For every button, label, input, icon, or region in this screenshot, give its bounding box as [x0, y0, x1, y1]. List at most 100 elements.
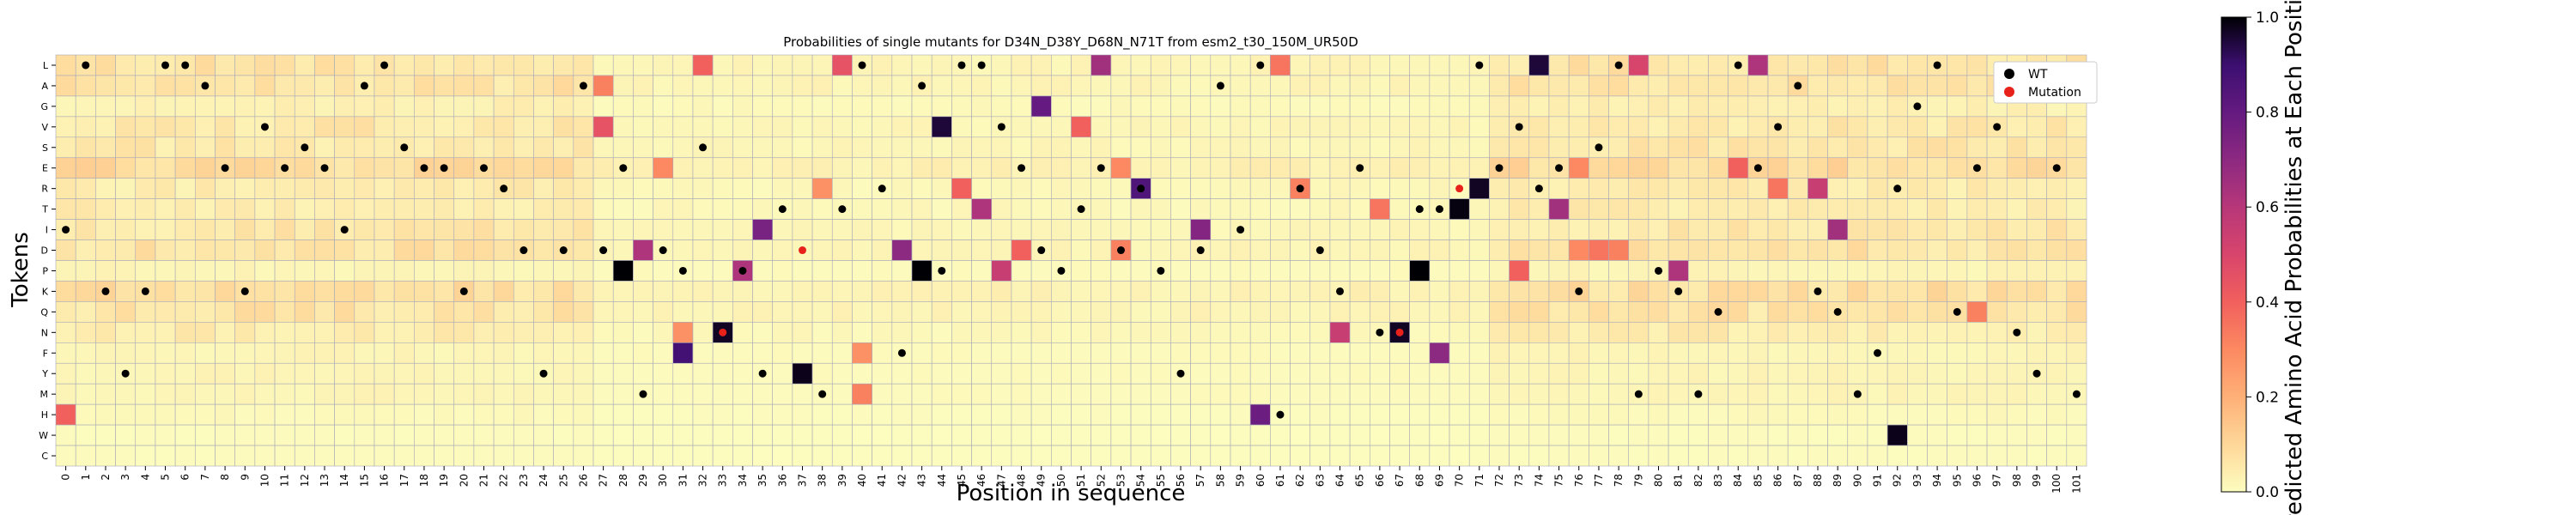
- heatmap-cell: [1747, 362, 1769, 385]
- heatmap-cell: [633, 198, 653, 220]
- heatmap-cell: [493, 281, 514, 302]
- heatmap-cell: [1528, 362, 1550, 385]
- heatmap-cell: [911, 136, 933, 159]
- heatmap-cell: [1827, 198, 1849, 220]
- heatmap-cell: [274, 362, 295, 385]
- heatmap-cell: [1747, 54, 1769, 76]
- heatmap-cell: [334, 342, 355, 364]
- heatmap-cell: [633, 75, 653, 97]
- heatmap-cell: [1966, 445, 1988, 467]
- heatmap-cell: [1548, 219, 1570, 240]
- heatmap-cell: [1886, 362, 1908, 385]
- heatmap-cell: [473, 219, 495, 240]
- heatmap-cell: [1589, 403, 1609, 426]
- heatmap-cell: [553, 342, 574, 364]
- heatmap-cell: [274, 239, 295, 261]
- heatmap-cell: [573, 424, 594, 446]
- heatmap-cell: [1110, 383, 1132, 405]
- heatmap-cell: [1091, 136, 1112, 159]
- heatmap-cell: [1051, 445, 1072, 467]
- heatmap-cell: [1071, 178, 1091, 199]
- heatmap-cell: [1150, 322, 1171, 343]
- heatmap-cell: [1290, 445, 1311, 467]
- heatmap-cell: [891, 322, 913, 343]
- heatmap-cell: [1886, 198, 1908, 220]
- heatmap-cell: [891, 116, 913, 138]
- heatmap-cell: [991, 95, 1012, 118]
- heatmap-cell: [612, 322, 634, 343]
- heatmap-cell: [732, 178, 753, 199]
- mutation-marker: [1395, 328, 1404, 336]
- heatmap-cell: [195, 403, 216, 426]
- x-tick-label: 51: [1075, 474, 1087, 487]
- heatmap-cell: [712, 383, 733, 405]
- heatmap-cell: [513, 54, 534, 76]
- heatmap-cell: [1309, 403, 1331, 426]
- heatmap-cell: [1409, 219, 1431, 240]
- heatmap-cell: [1210, 362, 1231, 385]
- heatmap-cell: [553, 445, 574, 467]
- heatmap-cell: [911, 403, 933, 426]
- heatmap-cell: [1986, 260, 2008, 282]
- heatmap-cell: [75, 322, 96, 343]
- heatmap-cell: [553, 198, 574, 220]
- heatmap-cell: [1927, 342, 1948, 364]
- heatmap-cell: [1051, 95, 1072, 118]
- heatmap-cell: [1747, 383, 1769, 405]
- heatmap-cell: [95, 424, 116, 446]
- heatmap-cell: [115, 383, 137, 405]
- heatmap-cell: [752, 239, 774, 261]
- heatmap-cell: [453, 219, 475, 240]
- wt-marker: [778, 205, 787, 214]
- heatmap-cell: [1309, 178, 1331, 199]
- heatmap-cell: [1290, 198, 1311, 220]
- heatmap-cell: [633, 260, 653, 282]
- heatmap-cell: [1668, 178, 1689, 199]
- heatmap-cell: [314, 75, 335, 97]
- heatmap-cell: [155, 322, 176, 343]
- y-tick-label: M: [40, 389, 49, 400]
- heatmap-cell: [453, 403, 475, 426]
- heatmap-cell: [1767, 260, 1789, 282]
- wt-marker: [1534, 185, 1543, 193]
- heatmap-cell: [1668, 157, 1689, 179]
- heatmap-cell: [831, 136, 853, 159]
- heatmap-cell: [752, 301, 774, 323]
- heatmap-cell: [254, 157, 276, 179]
- heatmap-cell: [1290, 54, 1311, 76]
- heatmap-cell: [334, 198, 355, 220]
- heatmap-cell: [1728, 219, 1749, 240]
- heatmap-cell: [1907, 383, 1928, 405]
- x-tick-label: 16: [379, 474, 391, 487]
- heatmap-cell: [1170, 342, 1191, 364]
- heatmap-cell: [1369, 136, 1390, 159]
- heatmap-cell: [772, 54, 793, 76]
- wt-marker: [1376, 328, 1384, 336]
- heatmap-cell: [1668, 424, 1689, 446]
- heatmap-cell: [1030, 198, 1052, 220]
- heatmap-cell: [254, 75, 276, 97]
- heatmap-cell: [513, 403, 534, 426]
- heatmap-cell: [354, 198, 375, 220]
- heatmap-cell: [1747, 75, 1769, 97]
- heatmap-cell: [75, 383, 96, 405]
- heatmap-cell: [354, 219, 375, 240]
- heatmap-cell: [1290, 136, 1311, 159]
- heatmap-cell: [2066, 445, 2087, 467]
- heatmap-cell: [732, 239, 753, 261]
- heatmap-cell: [1249, 301, 1271, 323]
- heatmap-cell: [314, 342, 335, 364]
- heatmap-cell: [811, 424, 833, 446]
- heatmap-cell: [493, 383, 514, 405]
- heatmap-cell: [215, 342, 235, 364]
- heatmap-cell: [2026, 445, 2047, 467]
- heatmap-cell: [1389, 403, 1410, 426]
- heatmap-cell: [1030, 260, 1052, 282]
- heatmap-cell: [831, 301, 853, 323]
- y-tick-label: I: [46, 225, 48, 236]
- heatmap-cell: [971, 219, 993, 240]
- heatmap-cell: [1230, 95, 1251, 118]
- heatmap-cell: [374, 219, 395, 240]
- colorbar-tick-label: 0.0: [2256, 484, 2279, 501]
- heatmap-cell: [1648, 301, 1669, 323]
